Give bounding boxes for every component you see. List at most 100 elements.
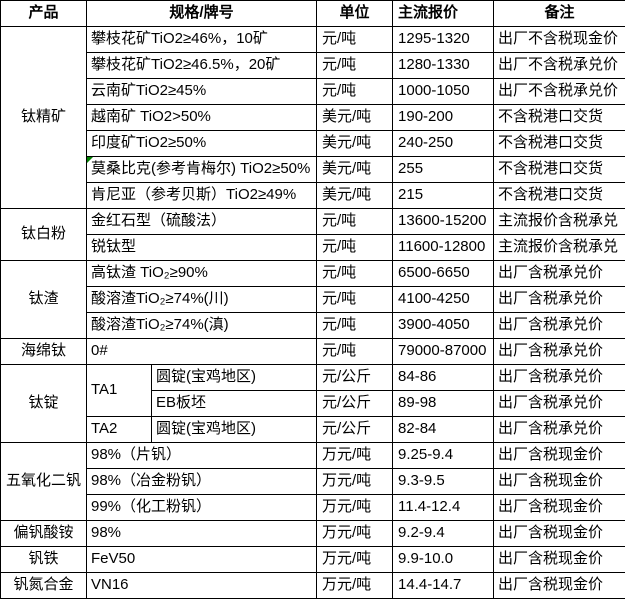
note-cell: 出厂含税承兑价 — [493, 390, 625, 417]
spec-cell: 印度矿TiO2≥50% — [85, 130, 318, 157]
grade-cell: TA2 — [86, 416, 152, 443]
table-row: 钒氮合金 VN16 万元/吨 14.4-14.7 出厂含税现金价 — [0, 572, 625, 599]
price-cell: 89-98 — [392, 390, 495, 417]
unit-cell: 万元/吨 — [316, 494, 394, 521]
price-cell: 4100-4250 — [392, 286, 495, 313]
unit-cell: 元/吨 — [316, 26, 394, 53]
note-cell: 出厂不含税承兑价 — [493, 52, 625, 79]
product-cell: 五氧化二钒 — [0, 442, 87, 521]
unit-cell: 元/吨 — [316, 208, 394, 235]
spec-cell: 攀枝花矿TiO2≥46.5%，20矿 — [85, 52, 318, 79]
table-row: 钛锭 TA1 圆锭(宝鸡地区) 元/公斤 84-86 出厂含税承兑价 — [0, 364, 625, 443]
note-cell: 不含税港口交货 — [493, 182, 625, 209]
header-price: 主流报价 — [392, 0, 495, 27]
unit-cell: 元/吨 — [316, 78, 394, 105]
header-note: 备注 — [493, 0, 625, 27]
spec-cell: 肯尼亚（参考贝斯）TiO2≥49% — [85, 182, 318, 209]
price-cell: 3900-4050 — [392, 312, 495, 339]
unit-cell: 美元/吨 — [316, 156, 394, 183]
note-cell: 出厂含税现金价 — [493, 442, 625, 469]
price-cell: 240-250 — [392, 130, 495, 157]
price-cell: 190-200 — [392, 104, 495, 131]
product-cell: 钛渣 — [0, 260, 87, 339]
price-cell: 1000-1050 — [392, 78, 495, 105]
unit-cell: 元/公斤 — [316, 416, 394, 443]
price-cell: 13600-15200 — [392, 208, 495, 235]
table-row: 钛渣 高钛渣 TiO₂≥90% 元/吨 6500-6650 出厂含税承兑价 — [0, 260, 625, 339]
table-row: 锐钛型 元/吨 11600-12800 主流报价含税承兑 — [1, 234, 625, 261]
note-cell: 出厂含税承兑价 — [493, 416, 625, 443]
table-row: 酸溶渣TiO₂≥74%(川) 元/吨 4100-4250 出厂含税承兑价 — [1, 286, 625, 313]
price-cell: 1295-1320 — [392, 26, 495, 53]
price-cell: 11600-12800 — [392, 234, 495, 261]
spec-cell: VN16 — [85, 572, 318, 599]
note-cell: 出厂含税现金价 — [493, 520, 625, 547]
note-cell: 出厂含税现金价 — [493, 546, 625, 573]
product-cell: 钛精矿 — [0, 26, 87, 209]
product-cell: 海绵钛 — [0, 338, 87, 365]
header-unit: 单位 — [316, 0, 394, 27]
note-cell: 出厂含税承兑价 — [493, 312, 625, 339]
table-row: 五氧化二钒 98%（片钒） 万元/吨 9.25-9.4 出厂含税现金价 — [0, 442, 625, 521]
header-spec: 规格/牌号 — [85, 0, 318, 27]
table-row: 98%（冶金粉钒） 万元/吨 9.3-9.5 出厂含税现金价 — [1, 468, 625, 495]
table-row: TA2 圆锭(宝鸡地区) 元/公斤 82-84 出厂含税承兑价 — [1, 416, 625, 443]
unit-cell: 元/吨 — [316, 338, 394, 365]
grade-cell: TA1 — [86, 364, 152, 417]
spec-cell: 金红石型（硫酸法） — [85, 208, 318, 235]
note-cell: 主流报价含税承兑 — [493, 234, 625, 261]
note-cell: 出厂含税现金价 — [493, 468, 625, 495]
price-cell: 84-86 — [392, 364, 495, 391]
spec-cell: 98%（冶金粉钒） — [85, 468, 318, 495]
table-row: 云南矿TiO2≥45% 元/吨 1000-1050 出厂不含税承兑价 — [1, 78, 625, 105]
price-cell: 79000-87000 — [392, 338, 495, 365]
price-cell: 255 — [392, 156, 495, 183]
unit-cell: 万元/吨 — [316, 468, 394, 495]
price-cell: 1280-1330 — [392, 52, 495, 79]
product-cell: 钒氮合金 — [0, 572, 87, 599]
unit-cell: 元/公斤 — [316, 364, 394, 391]
table-row: 钒铁 FeV50 万元/吨 9.9-10.0 出厂含税现金价 — [0, 546, 625, 573]
table-row: 钛白粉 金红石型（硫酸法） 元/吨 13600-15200 主流报价含税承兑 — [0, 208, 625, 261]
price-cell: 6500-6650 — [392, 260, 495, 287]
unit-cell: 万元/吨 — [316, 520, 394, 547]
spec-cell: 锐钛型 — [85, 234, 318, 261]
note-cell: 不含税港口交货 — [493, 156, 625, 183]
spec-cell: 98%（片钒） — [85, 442, 318, 469]
price-cell: 82-84 — [392, 416, 495, 443]
spec-cell: FeV50 — [85, 546, 318, 573]
spec-cell: 99%（化工粉钒） — [85, 494, 318, 521]
spec-cell: 云南矿TiO2≥45% — [85, 78, 318, 105]
price-cell: 9.3-9.5 — [392, 468, 495, 495]
product-cell: 钛白粉 — [0, 208, 87, 261]
unit-cell: 万元/吨 — [316, 572, 394, 599]
note-cell: 出厂含税承兑价 — [493, 260, 625, 287]
table-row: 肯尼亚（参考贝斯）TiO2≥49% 美元/吨 215 不含税港口交货 — [1, 182, 625, 209]
price-cell: 9.2-9.4 — [392, 520, 495, 547]
unit-cell: 元/吨 — [316, 286, 394, 313]
note-cell: 不含税港口交货 — [493, 130, 625, 157]
note-cell: 出厂含税承兑价 — [493, 364, 625, 391]
unit-cell: 万元/吨 — [316, 546, 394, 573]
spec-cell: 酸溶渣TiO₂≥74%(川) — [85, 286, 318, 313]
shape-cell: EB板坯 — [150, 390, 318, 417]
cell-error-marker-icon — [87, 157, 93, 163]
note-cell: 出厂不含税现金价 — [493, 26, 625, 53]
table-header-row: 产品 规格/牌号 单位 主流报价 备注 — [0, 0, 625, 27]
spec-cell: 高钛渣 TiO₂≥90% — [85, 260, 318, 287]
spec-cell: 攀枝花矿TiO2≥46%，10矿 — [85, 26, 318, 53]
spec-cell: 0# — [85, 338, 318, 365]
spec-cell: 越南矿 TiO2>50% — [85, 104, 318, 131]
table-row: 越南矿 TiO2>50% 美元/吨 190-200 不含税港口交货 — [1, 104, 625, 131]
product-cell: 钒铁 — [0, 546, 87, 573]
spec-cell: 酸溶渣TiO₂≥74%(滇) — [85, 312, 318, 339]
table-row: 莫桑比克(参考肯梅尔) TiO2≥50% 美元/吨 255 不含税港口交货 — [1, 156, 625, 183]
header-product: 产品 — [0, 0, 87, 27]
spec-cell: 莫桑比克(参考肯梅尔) TiO2≥50% — [85, 156, 318, 183]
note-cell: 不含税港口交货 — [493, 104, 625, 131]
note-cell: 出厂不含税承兑价 — [493, 78, 625, 105]
note-cell: 出厂含税承兑价 — [493, 286, 625, 313]
table-row: 钛精矿 攀枝花矿TiO2≥46%，10矿 元/吨 1295-1320 出厂不含税… — [0, 26, 625, 209]
